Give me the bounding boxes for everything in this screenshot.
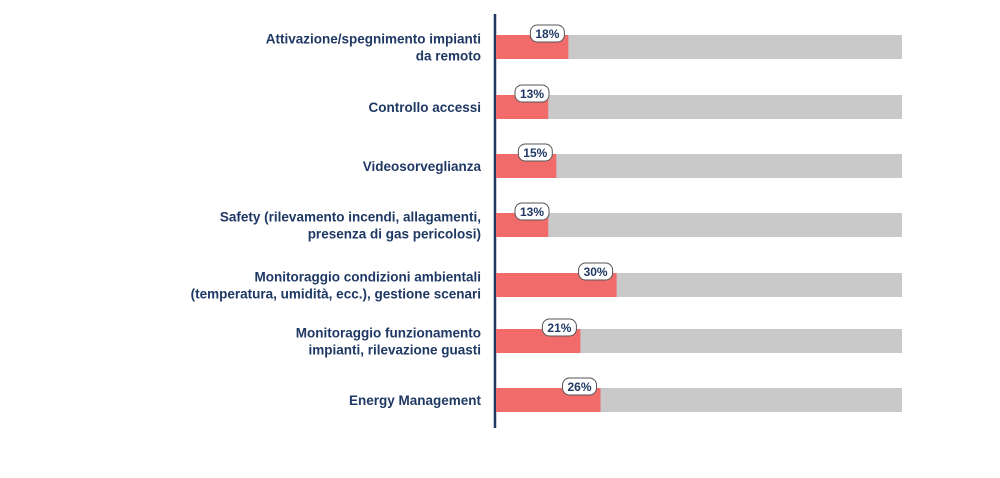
data-label: 13% — [520, 205, 544, 219]
data-label-badge — [517, 143, 553, 162]
category-label: Controllo accessi — [368, 100, 481, 115]
data-label-badge — [578, 262, 614, 281]
data-label-badge — [562, 377, 598, 396]
data-label: 30% — [584, 265, 608, 279]
data-label-badge — [514, 84, 550, 103]
category-label: presenza di gas pericolosi) — [308, 227, 481, 242]
bar-track — [496, 95, 902, 119]
data-label-badge — [514, 202, 550, 221]
category-label: da remoto — [416, 49, 481, 64]
category-label: impianti, rilevazione guasti — [308, 343, 481, 358]
category-label: Videosorveglianza — [363, 159, 482, 174]
category-label: Monitoraggio funzionamento — [296, 326, 481, 341]
data-label: 26% — [568, 380, 592, 394]
category-label: (temperatura, umidità, ecc.), gestione s… — [191, 287, 481, 302]
data-label-badge — [541, 318, 577, 337]
bar-track — [496, 154, 902, 178]
data-label: 18% — [535, 27, 559, 41]
category-label: Safety (rilevamento incendi, allagamenti… — [220, 210, 481, 225]
data-label: 13% — [520, 87, 544, 101]
bar-track — [496, 213, 902, 237]
category-label: Monitoraggio condizioni ambientali — [255, 270, 482, 285]
category-label: Attivazione/spegnimento impianti — [266, 32, 481, 47]
data-label: 21% — [547, 321, 571, 335]
data-label: 15% — [523, 146, 547, 160]
category-label: Energy Management — [349, 393, 482, 408]
data-label-badge — [529, 24, 565, 43]
